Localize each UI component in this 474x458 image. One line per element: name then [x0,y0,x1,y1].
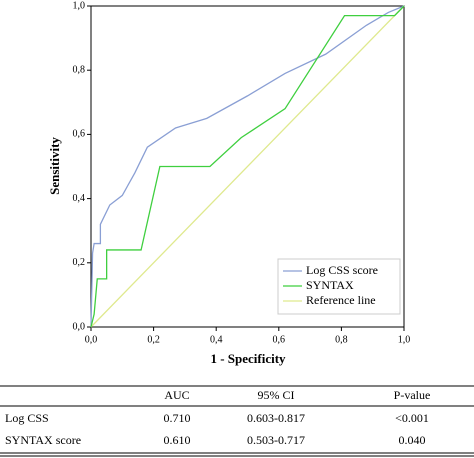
x-tick-label: 0,8 [335,334,348,345]
table-cell: 0.610 [164,433,191,447]
x-axis-label: 1 - Specificity [210,351,286,366]
x-tick-label: 0,6 [273,334,286,345]
x-tick-label: 0,2 [147,334,160,345]
roc-curve [90,5,405,328]
y-axis-label: Sensitivity [47,137,62,195]
table-cell: <0.001 [395,411,429,425]
table-cell: 0.710 [164,411,191,425]
y-tick-label: 0,2 [73,257,86,268]
plot-frame [90,5,405,328]
y-tick-label: 0,0 [73,321,86,332]
y-tick-label: 0,4 [73,193,86,204]
roc-curve [90,5,405,328]
table-header: 95% CI [258,388,295,402]
legend-label: SYNTAX [306,278,354,292]
x-tick-label: 0,4 [210,334,223,345]
table-cell: 0.603-0.817 [247,411,305,425]
table-cell: Log CSS [5,411,49,425]
legend-label: Reference line [306,293,376,307]
table-header: P-value [394,388,431,402]
x-tick-label: 1,0 [398,334,411,345]
table-cell: 0.503-0.717 [247,433,305,447]
x-tick-label: 0,0 [85,334,98,345]
table-cell: 0.040 [399,433,426,447]
table-cell: SYNTAX score [5,433,81,447]
y-tick-label: 1,0 [73,0,86,11]
legend-label: Log CSS score [306,263,378,277]
y-tick-label: 0,6 [73,129,86,140]
y-tick-label: 0,8 [73,64,86,75]
table-header: AUC [164,388,189,402]
roc-curve [90,5,405,328]
